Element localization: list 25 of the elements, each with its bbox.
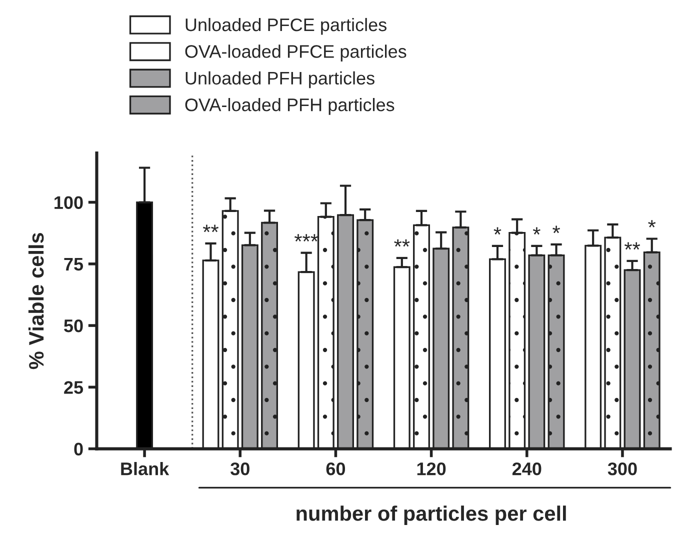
y-tick-label: 25 — [64, 381, 84, 394]
legend-label: OVA-loaded PFH particles — [185, 98, 394, 115]
y-tick-label: 0 — [74, 442, 83, 456]
annotation: * — [648, 220, 656, 228]
annotation: ** — [624, 242, 640, 250]
y-axis-title: % Viable cells — [28, 233, 44, 370]
x-tick-label: Blank — [121, 462, 170, 476]
x-tick-label: 300 — [608, 462, 637, 476]
annotation: * — [532, 227, 540, 235]
annotation: * — [494, 227, 502, 235]
annotation: ** — [394, 239, 410, 247]
annotation: * — [552, 226, 560, 234]
x-tick-label: 240 — [512, 462, 542, 476]
y-tick-label: 100 — [54, 196, 83, 209]
y-tick-label: 50 — [64, 319, 83, 332]
x-tick-label: 60 — [326, 462, 346, 476]
legend-label: Unloaded PFCE particles — [186, 18, 386, 35]
legend-label: OVA-loaded PFCE particles — [185, 44, 406, 62]
x-axis-title: number of particles per cell — [296, 506, 566, 526]
annotation: *** — [294, 234, 318, 242]
annotation: ** — [202, 224, 219, 232]
y-tick-label: 75 — [64, 258, 84, 271]
x-tick-label: 120 — [417, 462, 446, 476]
x-tick-label: 30 — [230, 462, 250, 476]
legend-label: Unloaded PFH particles — [186, 71, 374, 88]
